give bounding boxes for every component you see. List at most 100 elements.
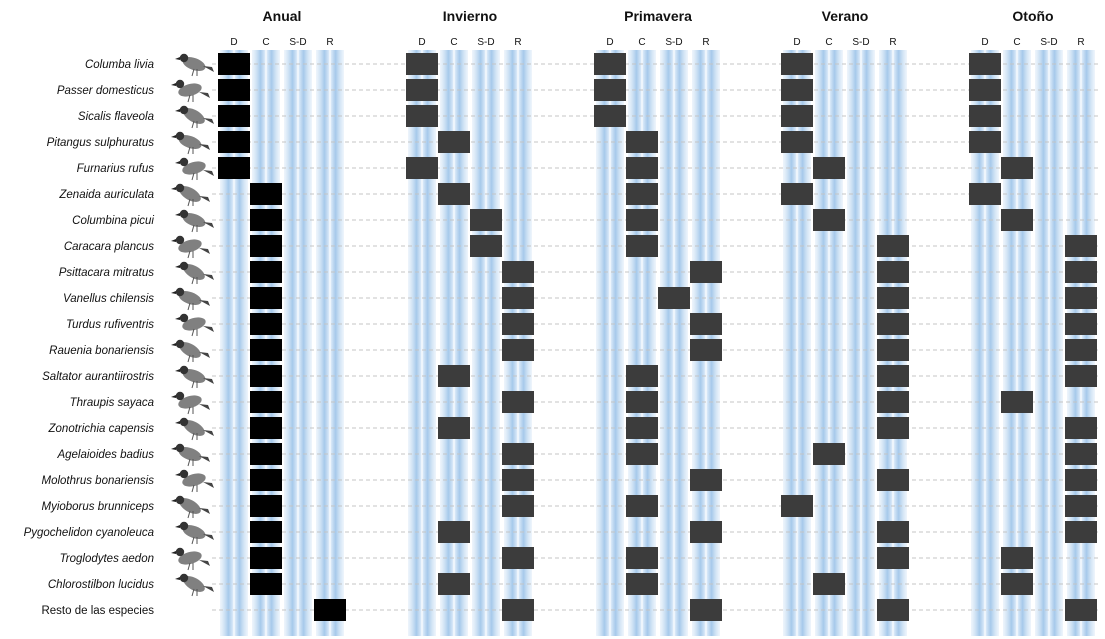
cell-anual-turdus-rufiventris	[250, 313, 282, 335]
cell-otono-zenaida-auriculata	[969, 183, 1001, 205]
season-title-invierno: Invierno	[443, 8, 497, 24]
species-label: Troglodytes aedon	[60, 553, 154, 565]
cell-anual-columbina-picui	[250, 209, 282, 231]
cell-anual-vanellus-chilensis	[250, 287, 282, 309]
cell-verano-saltator-aurantiirostris	[877, 365, 909, 387]
cell-anual-troglodytes-aedon	[250, 547, 282, 569]
cell-primavera-columbina-picui	[626, 209, 658, 231]
species-label: Resto de las especies	[41, 605, 154, 617]
cell-primavera-vanellus-chilensis	[658, 287, 690, 309]
cell-primavera-chlorostilbon-lucidus	[626, 573, 658, 595]
cell-verano-pygochelidon-cyanoleuca	[877, 521, 909, 543]
column-label-s-d: S-D	[852, 37, 869, 48]
cell-otono-pygochelidon-cyanoleuca	[1065, 521, 1097, 543]
species-label: Zonotrichia capensis	[48, 423, 155, 435]
species-label: Pygochelidon cyanoleuca	[24, 527, 154, 539]
cell-primavera-resto-de-las-especies	[690, 599, 722, 621]
species-label: Vanellus chilensis	[63, 293, 154, 305]
cell-verano-vanellus-chilensis	[877, 287, 909, 309]
cell-primavera-pitangus-sulphuratus	[626, 131, 658, 153]
cell-invierno-furnarius-rufus	[406, 157, 438, 179]
cell-otono-molothrus-bonariensis	[1065, 469, 1097, 491]
cell-anual-zonotrichia-capensis	[250, 417, 282, 439]
cell-invierno-psittacara-mitratus	[502, 261, 534, 283]
cell-invierno-columbina-picui	[470, 209, 502, 231]
cell-verano-troglodytes-aedon	[877, 547, 909, 569]
cell-verano-columbina-picui	[813, 209, 845, 231]
bird-illustration-icon	[175, 313, 214, 337]
cell-primavera-troglodytes-aedon	[626, 547, 658, 569]
cell-invierno-turdus-rufiventris	[502, 313, 534, 335]
species-label: Thraupis sayaca	[70, 397, 154, 409]
species-label: Psittacara mitratus	[59, 267, 154, 279]
cell-verano-myioborus-brunniceps	[781, 495, 813, 517]
column-label-c: C	[450, 37, 457, 48]
cell-invierno-vanellus-chilensis	[502, 287, 534, 309]
species-label: Saltator aurantiirostris	[42, 371, 154, 383]
cell-otono-vanellus-chilensis	[1065, 287, 1097, 309]
species-label: Molothrus bonariensis	[41, 475, 154, 487]
cell-primavera-pygochelidon-cyanoleuca	[690, 521, 722, 543]
cell-primavera-thraupis-sayaca	[626, 391, 658, 413]
cell-primavera-myioborus-brunniceps	[626, 495, 658, 517]
cell-verano-psittacara-mitratus	[877, 261, 909, 283]
cell-invierno-columba-livia	[406, 53, 438, 75]
cell-verano-zenaida-auriculata	[781, 183, 813, 205]
cell-primavera-psittacara-mitratus	[690, 261, 722, 283]
cell-verano-chlorostilbon-lucidus	[813, 573, 845, 595]
cell-invierno-rauenia-bonariensis	[502, 339, 534, 361]
cell-otono-saltator-aurantiirostris	[1065, 365, 1097, 387]
season-title-verano: Verano	[822, 8, 869, 24]
cell-anual-pitangus-sulphuratus	[218, 131, 250, 153]
column-label-s-d: S-D	[477, 37, 494, 48]
cell-otono-agelaioides-badius	[1065, 443, 1097, 465]
cell-anual-passer-domesticus	[218, 79, 250, 101]
bird-illustration-icon	[171, 547, 210, 571]
bird-illustration-icon	[171, 339, 210, 363]
column-label-r: R	[514, 37, 521, 48]
cell-verano-caracara-plancus	[877, 235, 909, 257]
cell-otono-thraupis-sayaca	[1001, 391, 1033, 413]
cell-anual-psittacara-mitratus	[250, 261, 282, 283]
cell-invierno-troglodytes-aedon	[502, 547, 534, 569]
cell-otono-zonotrichia-capensis	[1065, 417, 1097, 439]
bird-illustration-icon	[175, 105, 214, 129]
cell-invierno-molothrus-bonariensis	[502, 469, 534, 491]
species-label: Columba livia	[85, 59, 154, 71]
column-label-d: D	[981, 37, 988, 48]
cell-otono-sicalis-flaveola	[969, 105, 1001, 127]
cell-primavera-saltator-aurantiirostris	[626, 365, 658, 387]
cell-verano-zonotrichia-capensis	[877, 417, 909, 439]
bird-illustration-icon	[175, 469, 214, 493]
cell-invierno-agelaioides-badius	[502, 443, 534, 465]
bird-illustration-icon	[171, 131, 210, 155]
species-label: Chlorostilbon lucidus	[48, 579, 154, 591]
species-label: Myioborus brunniceps	[41, 501, 154, 513]
season-title-anual: Anual	[263, 8, 302, 24]
species-label: Sicalis flaveola	[78, 111, 154, 123]
cell-primavera-molothrus-bonariensis	[690, 469, 722, 491]
column-label-r: R	[1077, 37, 1084, 48]
column-label-d: D	[418, 37, 425, 48]
cell-primavera-caracara-plancus	[626, 235, 658, 257]
cell-primavera-rauenia-bonariensis	[690, 339, 722, 361]
bird-illustration-icon	[171, 183, 210, 207]
bird-illustration-icon	[171, 391, 210, 415]
column-label-d: D	[230, 37, 237, 48]
column-label-d: D	[793, 37, 800, 48]
bird-illustration-icon	[171, 235, 210, 259]
season-title-primavera: Primavera	[624, 8, 692, 24]
cell-invierno-pygochelidon-cyanoleuca	[438, 521, 470, 543]
cell-verano-rauenia-bonariensis	[877, 339, 909, 361]
cell-invierno-myioborus-brunniceps	[502, 495, 534, 517]
bird-illustration-icon	[175, 157, 214, 181]
season-title-otono: Otoño	[1012, 8, 1053, 24]
cell-anual-saltator-aurantiirostris	[250, 365, 282, 387]
species-label: Caracara plancus	[64, 241, 154, 253]
cell-invierno-pitangus-sulphuratus	[438, 131, 470, 153]
cell-invierno-zenaida-auriculata	[438, 183, 470, 205]
cell-otono-furnarius-rufus	[1001, 157, 1033, 179]
cell-primavera-furnarius-rufus	[626, 157, 658, 179]
cell-otono-caracara-plancus	[1065, 235, 1097, 257]
